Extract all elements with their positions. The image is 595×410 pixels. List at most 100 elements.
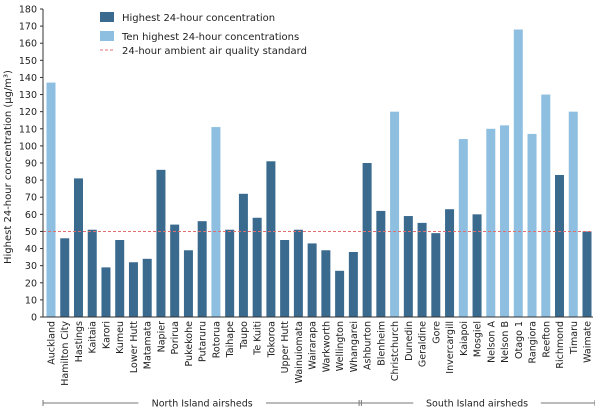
y-tick-label: 30 <box>25 261 37 272</box>
legend-swatch-highest <box>100 12 114 22</box>
bar-christchurch <box>390 111 400 317</box>
x-tick-label: Nelson B <box>500 321 511 363</box>
legend-label-standard: 24-hour ambient air quality standard <box>122 46 307 57</box>
x-tick-label: Karori <box>101 321 112 349</box>
y-axis-title: Highest 24-hour concentration (µg/m³) <box>3 70 14 264</box>
bar-nelson-b <box>500 125 510 317</box>
bar-wainuiomata <box>293 229 303 317</box>
y-tick-label: 140 <box>19 73 37 84</box>
x-tick-label: Putaruru <box>198 321 209 362</box>
x-tick-label: Wellington <box>335 321 346 371</box>
bar-lower-hutt <box>128 262 138 317</box>
y-tick-label: 70 <box>25 193 37 204</box>
x-tick-label: Timaru <box>569 321 580 355</box>
bar-putaruru <box>197 221 207 317</box>
x-tick-label: Waimate <box>583 321 594 363</box>
x-tick-label: Hamilton City <box>60 321 71 386</box>
group-south: South Island airsheds <box>358 396 595 410</box>
group-label: South Island airsheds <box>426 399 528 410</box>
bar-rotorua <box>211 127 221 317</box>
group-label: North Island airsheds <box>152 399 253 410</box>
bar-kaitaia <box>87 229 97 317</box>
x-tick-label: Dunedin <box>404 321 415 361</box>
group-label-bg <box>413 396 541 410</box>
bar-blenheim <box>376 210 386 317</box>
x-tick-label: Matamata <box>143 321 154 369</box>
bar-kumeu <box>115 240 125 317</box>
bar-reefton <box>541 94 551 317</box>
legend-label-highest: Highest 24-hour concentration <box>122 13 275 24</box>
bar-karori <box>101 267 111 317</box>
bar-hamilton-city <box>60 238 70 317</box>
y-tick-label: 20 <box>25 278 37 289</box>
y-ticks-layer: 0 10 20 30 40 50 60 70 80 90 100 110 120 130 140 150 160… <box>19 5 43 324</box>
x-tick-label: Reefton <box>541 321 552 358</box>
x-tick-label: Taihape <box>225 321 236 359</box>
bar-taihape <box>225 229 235 317</box>
bar-gore <box>431 233 441 317</box>
y-tick-label: 130 <box>19 90 37 101</box>
x-tick-label: Invercargill <box>445 321 456 374</box>
y-tick-label: 120 <box>19 107 37 118</box>
x-tick-label: Gore <box>431 321 442 344</box>
x-tick-label: Napier <box>156 321 167 352</box>
x-tick-label: Warkworth <box>321 321 332 372</box>
bar-dunedin <box>403 216 413 317</box>
x-tick-label: Lower Hutt <box>129 321 140 373</box>
bar-porirua <box>170 224 180 317</box>
x-tick-label: Otago 1 <box>514 321 525 359</box>
y-tick-label: 0 <box>31 313 37 324</box>
group-north: North Island airsheds <box>42 396 362 410</box>
group-labels-layer: North Island airsheds South Island airshe… <box>42 396 595 410</box>
x-tick-label: Kaitaia <box>88 321 99 354</box>
y-tick-label: 150 <box>19 56 37 67</box>
x-tick-label: Te Kuiti <box>253 321 264 356</box>
bar-kaiapoi <box>458 139 468 317</box>
bar-warkworth <box>321 250 331 317</box>
bar-napier <box>156 169 166 317</box>
bar-te-kuiti <box>252 217 262 317</box>
bar-geraldine <box>417 222 427 317</box>
bar-taupo <box>238 193 248 317</box>
x-tick-label: Upper Hutt <box>280 321 291 374</box>
x-tick-label: Rotorua <box>211 321 222 358</box>
y-tick-label: 80 <box>25 176 37 187</box>
bar-waimate <box>582 231 592 317</box>
y-tick-label: 160 <box>19 39 37 50</box>
bar-upper-hutt <box>280 240 290 317</box>
y-tick-label: 40 <box>25 244 37 255</box>
bar-wellington <box>335 270 345 317</box>
y-tick-label: 60 <box>25 210 37 221</box>
bar-rangiora <box>527 133 537 317</box>
bar-matamata <box>142 258 152 317</box>
bar-whangarei <box>348 251 358 317</box>
y-tick-label: 180 <box>19 5 37 16</box>
x-tick-label: Blenheim <box>376 321 387 366</box>
x-tick-label: Wainuiomata <box>294 321 305 383</box>
x-tick-label: Tokoroa <box>266 321 277 358</box>
x-tick-label: Ashburton <box>363 321 374 370</box>
x-tick-label: Wairarapa <box>308 321 319 370</box>
bar-ashburton <box>362 163 372 317</box>
y-tick-label: 10 <box>25 295 37 306</box>
bar-nelson-a <box>486 128 496 317</box>
x-labels-layer: Auckland Hamilton City Hastings Kaitaia Karo… <box>47 321 594 386</box>
x-tick-label: Whangarei <box>349 321 360 372</box>
bar-pukekohe <box>183 250 193 317</box>
bar-wairarapa <box>307 243 317 317</box>
bar-invercargill <box>445 209 455 317</box>
x-tick-label: Taupo <box>239 321 250 350</box>
y-tick-label: 170 <box>19 22 37 33</box>
y-tick-label: 50 <box>25 227 37 238</box>
bar-otago-1 <box>513 29 523 318</box>
legend: Highest 24-hour concentration Ten highes… <box>100 12 307 57</box>
x-tick-label: Richmond <box>555 321 566 369</box>
x-tick-label: Christchurch <box>390 321 401 381</box>
bar-timaru <box>568 111 578 317</box>
bar-richmond <box>555 174 565 317</box>
x-tick-label: Kaiapoi <box>459 321 470 356</box>
y-tick-label: 90 <box>25 159 37 170</box>
bar-hastings <box>73 178 83 317</box>
x-tick-label: Hastings <box>74 321 85 362</box>
